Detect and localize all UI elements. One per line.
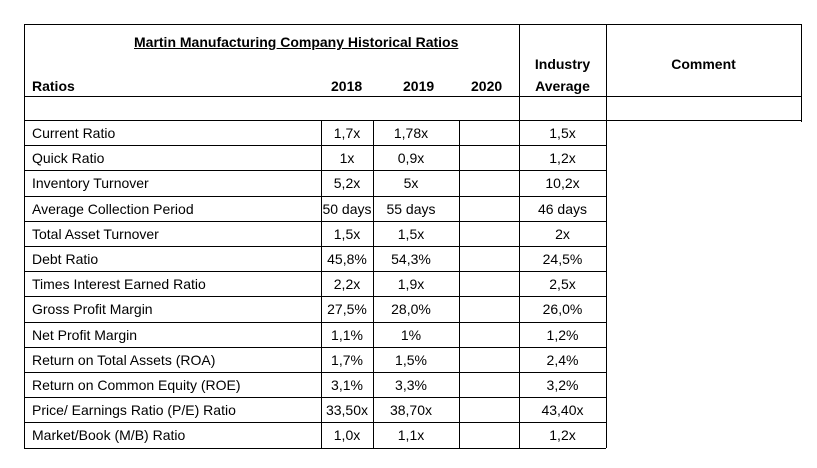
row-label: Market/Book (M/B) Ratio [32,427,186,444]
border-right [801,24,802,122]
row-label: Times Interest Earned Ratio [32,276,206,293]
value-industry: 2,5x [549,276,576,293]
divider-comment [606,24,607,448]
value-2018: 50 days [322,200,372,217]
row-line [24,195,606,197]
row-line [24,145,606,147]
value-2019: 1% [400,326,422,343]
value-industry: 26,0% [542,301,583,318]
value-2019: 1,78x [393,125,429,141]
row-label: Current Ratio [32,125,116,141]
row-label: Quick Ratio [32,150,105,167]
row-label: Price/ Earnings Ratio (P/E) Ratio [32,402,236,419]
divider-2018-right [373,120,374,448]
header-bottom [24,96,801,97]
value-industry: 1,2x [549,427,576,444]
header-average: Average [535,78,590,94]
value-2019: 38,70x [389,402,433,419]
value-2018: 1,7x [333,125,361,141]
row-line [24,397,606,399]
value-industry: 1,5x [549,125,576,141]
value-2019: 1,1x [397,427,425,444]
value-2019: 28,0% [391,301,431,318]
divider-2019-left [321,120,322,448]
row-line [24,271,606,273]
page-title: Martin Manufacturing Company Historical … [134,34,459,50]
value-industry: 2,4% [546,351,579,368]
row-line [24,170,606,172]
row-line [24,296,606,298]
row-line [24,246,606,247]
value-industry: 1,2x [549,150,576,167]
value-2019: 3,3% [395,377,427,393]
row-label: Return on Common Equity (ROE) [32,377,241,393]
row-label: Net Profit Margin [32,326,138,343]
value-2018: 1,1% [331,326,363,343]
header-industry: Industry [534,56,591,72]
row-line [24,321,606,323]
row-line [24,447,606,449]
header-2018: 2018 [331,78,363,94]
blank-row-bottom [24,120,801,121]
divider-industry-left [519,24,520,120]
divider-industry-left-body [519,120,520,448]
value-2018: 2,2x [333,276,361,293]
value-2018: 1,0x [333,427,361,444]
value-2018: 45,8% [327,251,367,267]
row-line [24,346,606,348]
row-label: Gross Profit Margin [32,301,153,318]
header-ratios: Ratios [32,78,75,94]
value-2018: 1,5x [333,225,361,242]
header-2020: 2020 [471,78,503,94]
row-label: Average Collection Period [32,200,194,217]
value-2018: 5,2x [333,175,361,192]
divider-2019-right [459,120,460,448]
value-2019: 0,9x [397,150,425,167]
value-2018: 1x [339,150,355,167]
value-industry: 43,40x [541,402,584,419]
value-2018: 3,1% [331,377,363,393]
row-line [24,422,606,424]
value-2019: 1,5% [395,351,427,368]
row-label: Return on Total Assets (ROA) [32,351,216,368]
value-2018: 27,5% [327,301,367,318]
header-comment: Comment [671,56,736,72]
row-label: Debt Ratio [32,251,99,267]
value-industry: 10,2x [545,175,580,192]
value-industry: 24,5% [542,251,583,267]
value-industry: 46 days [537,200,588,217]
value-2019: 5x [403,175,419,192]
value-2018: 33,50x [325,402,369,419]
header-2019: 2019 [403,78,435,94]
value-2019: 55 days [386,200,436,217]
value-2019: 54,3% [391,251,431,267]
row-line [24,372,606,373]
row-label: Total Asset Turnover [32,225,159,242]
row-label: Inventory Turnover [32,175,149,192]
row-line [24,220,606,222]
value-industry: 1,2% [546,326,579,343]
border-top [24,24,801,25]
value-2019: 1,9x [397,276,425,293]
border-left [24,24,25,448]
value-2018: 1,7% [331,351,363,368]
value-industry: 2x [555,225,570,242]
value-industry: 3,2% [546,377,579,393]
value-2019: 1,5x [397,225,425,242]
